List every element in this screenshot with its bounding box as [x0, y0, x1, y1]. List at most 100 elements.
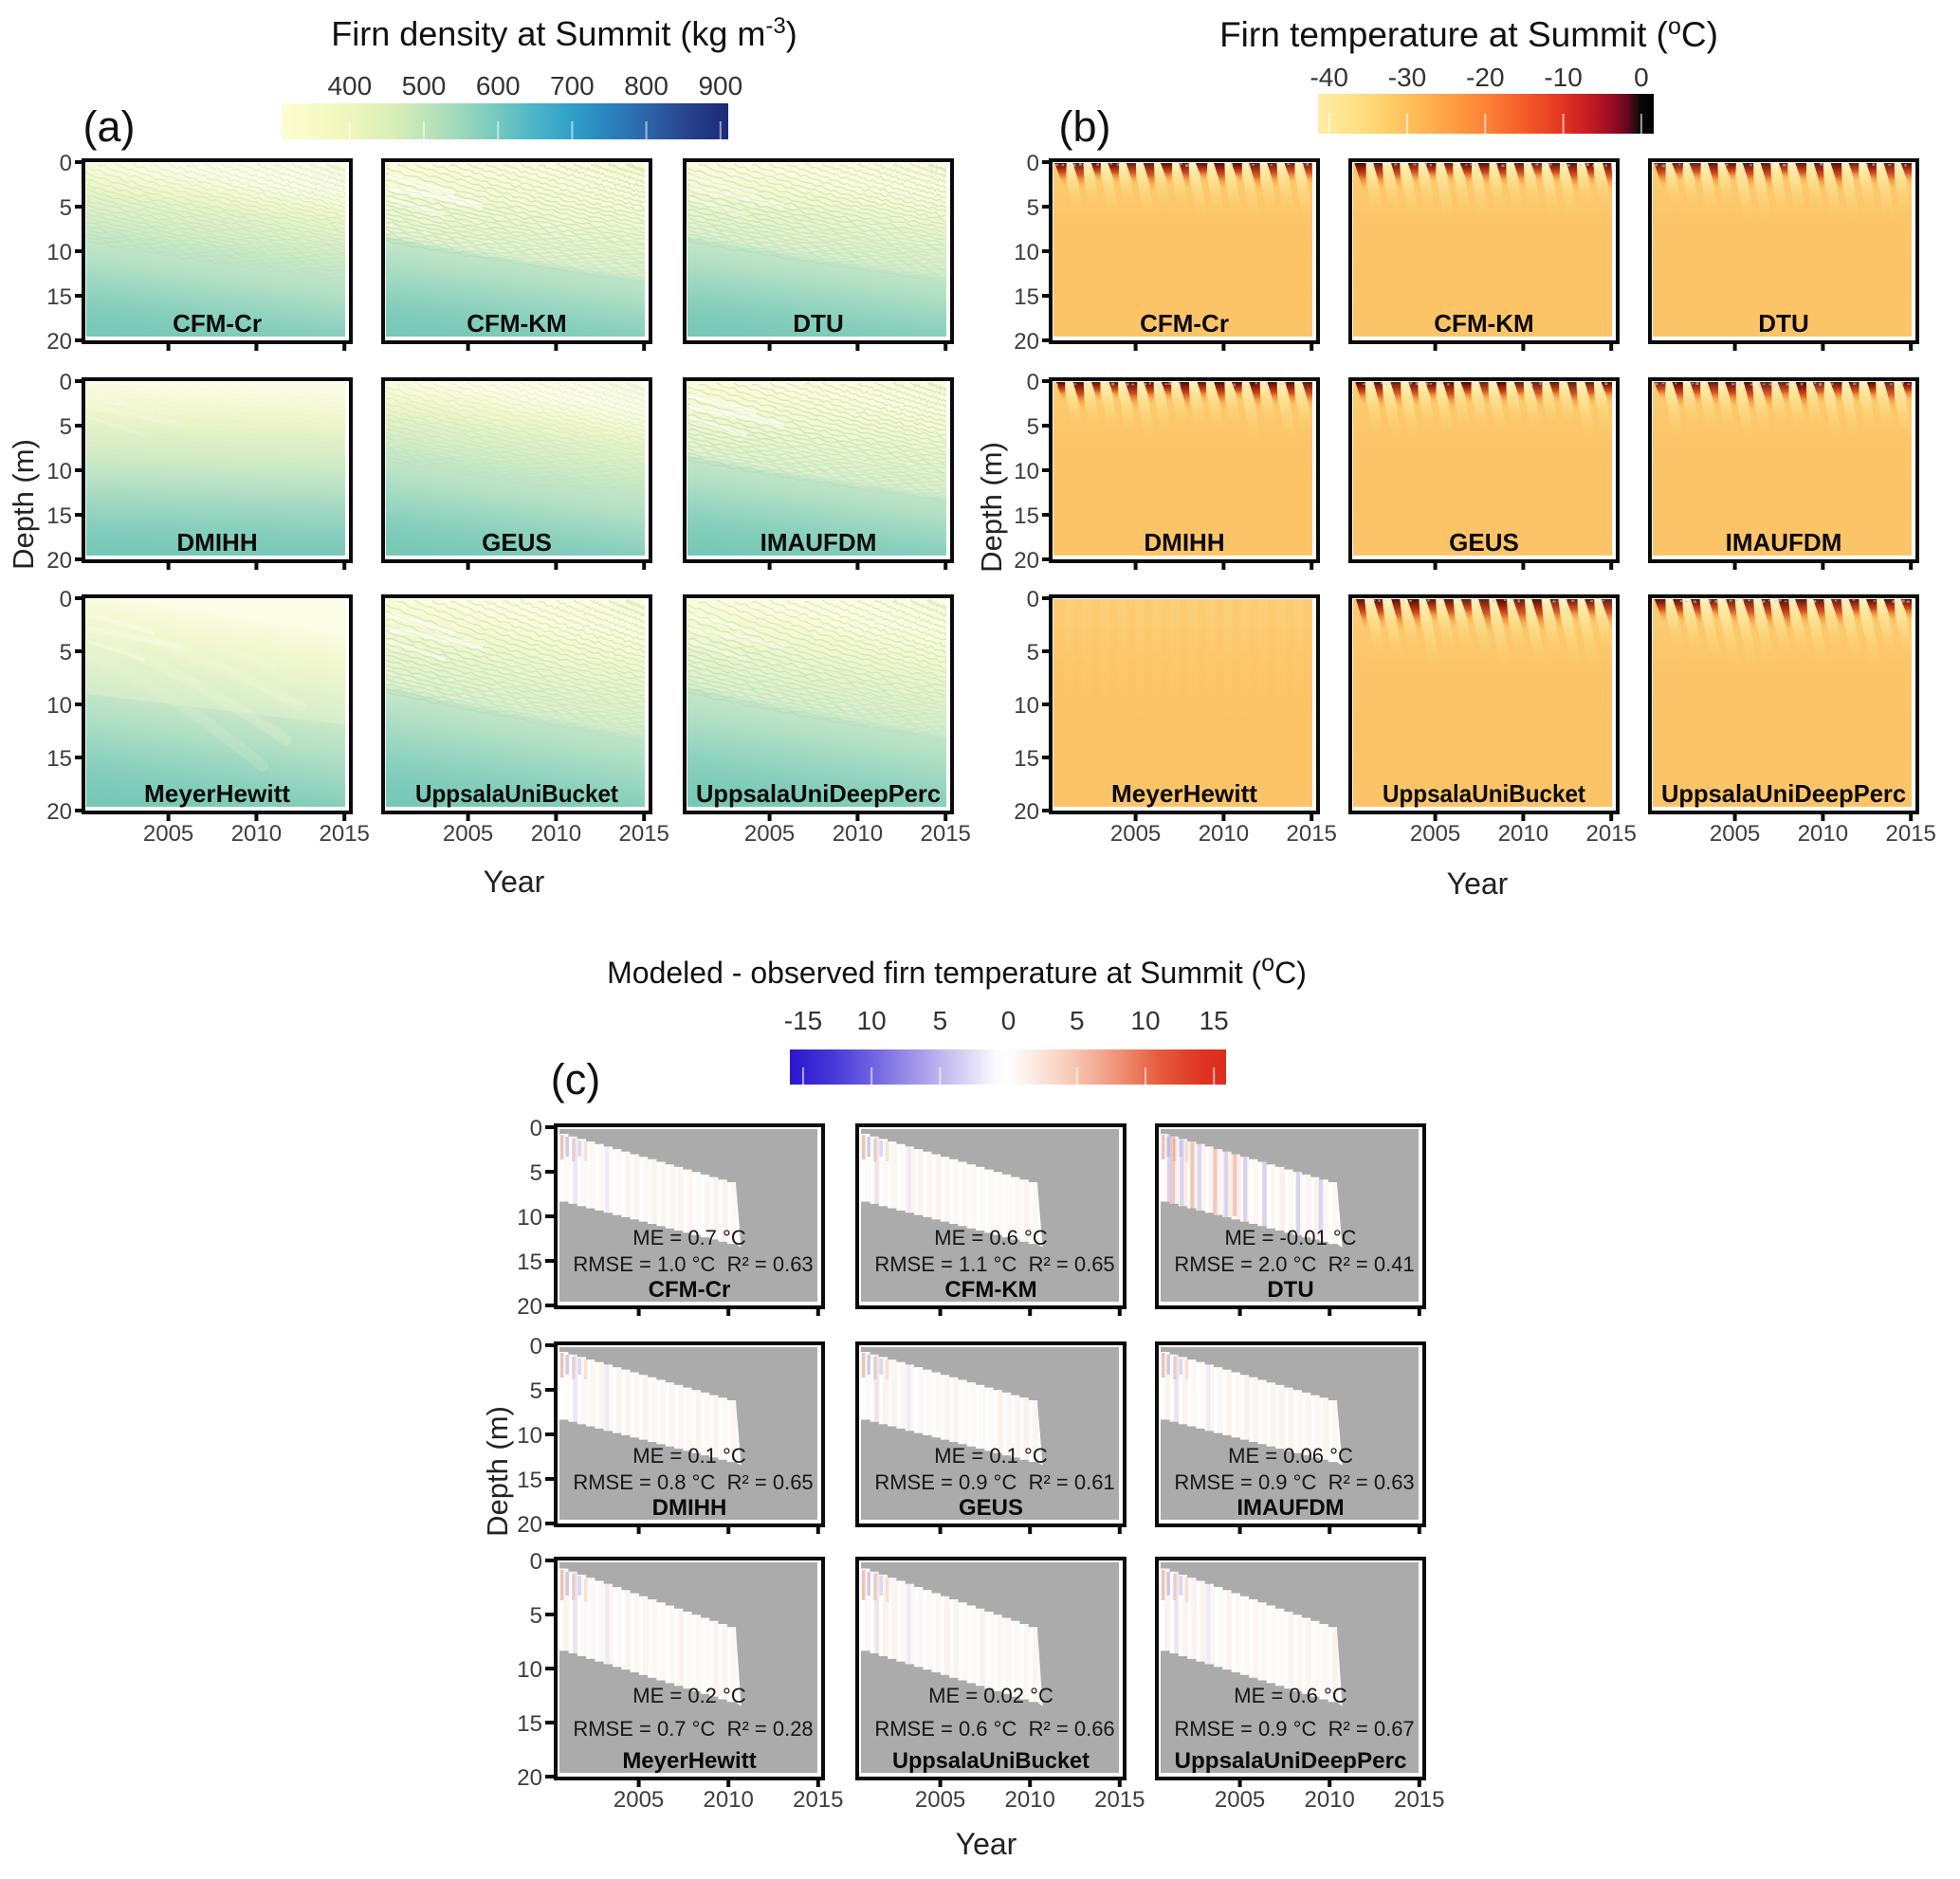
svg-text:0: 0 — [1027, 151, 1039, 176]
svg-text:RMSE = 2.0 °C R² = 0.41: RMSE = 2.0 °C R² = 0.41 — [1174, 1252, 1414, 1276]
svg-text:20: 20 — [1014, 799, 1039, 825]
svg-text:2005: 2005 — [1710, 821, 1760, 847]
svg-text:0: 0 — [1027, 587, 1039, 612]
svg-text:20: 20 — [517, 1512, 542, 1538]
svg-text:2005: 2005 — [1110, 821, 1161, 847]
svg-text:10: 10 — [46, 693, 72, 719]
svg-text:GEUS: GEUS — [1449, 528, 1519, 556]
svg-text:2010: 2010 — [1005, 1787, 1055, 1813]
svg-text:20: 20 — [517, 1294, 542, 1320]
svg-text:ME = 0.1 °C: ME = 0.1 °C — [934, 1444, 1048, 1468]
svg-text:MeyerHewitt: MeyerHewitt — [1111, 779, 1257, 808]
svg-text:CFM-Cr: CFM-Cr — [649, 1277, 731, 1303]
svg-text:20: 20 — [1014, 548, 1039, 574]
svg-text:400: 400 — [327, 71, 372, 100]
svg-text:5: 5 — [60, 414, 72, 440]
svg-text:IMAUFDM: IMAUFDM — [1236, 1495, 1344, 1521]
svg-text:Depth (m): Depth (m) — [975, 442, 1008, 573]
svg-text:2015: 2015 — [921, 821, 971, 847]
svg-text:15: 15 — [46, 746, 72, 772]
svg-text:DMIHH: DMIHH — [1144, 528, 1224, 556]
svg-text:UppsalaUniDeepPerc: UppsalaUniDeepPerc — [1661, 779, 1906, 808]
svg-text:UppsalaUniDeepPerc: UppsalaUniDeepPerc — [696, 779, 941, 808]
svg-text:5: 5 — [1027, 640, 1039, 666]
svg-text:(b): (b) — [1059, 102, 1111, 151]
svg-text:10: 10 — [1014, 459, 1039, 484]
svg-text:Firn temperature at Summit (oC: Firn temperature at Summit (oC) — [1219, 13, 1718, 54]
svg-text:-30: -30 — [1388, 63, 1426, 92]
svg-text:0: 0 — [60, 151, 72, 176]
svg-text:5: 5 — [530, 1160, 542, 1186]
svg-text:Year: Year — [484, 865, 545, 899]
svg-text:ME = 0.1 °C: ME = 0.1 °C — [632, 1444, 746, 1468]
svg-text:15: 15 — [517, 1468, 542, 1493]
svg-text:ME = 0.2 °C: ME = 0.2 °C — [632, 1684, 746, 1707]
svg-text:ME = 0.6 °C: ME = 0.6 °C — [934, 1226, 1048, 1250]
svg-text:2010: 2010 — [1305, 1787, 1355, 1813]
svg-text:10: 10 — [857, 1006, 887, 1035]
svg-text:5: 5 — [530, 1603, 542, 1629]
svg-text:RMSE = 0.9 °C R² = 0.61: RMSE = 0.9 °C R² = 0.61 — [874, 1470, 1114, 1494]
svg-text:20: 20 — [46, 799, 72, 825]
svg-text:0: 0 — [1027, 370, 1039, 395]
svg-text:500: 500 — [402, 71, 447, 100]
svg-text:20: 20 — [46, 329, 72, 355]
svg-text:CFM-KM: CFM-KM — [467, 309, 566, 337]
svg-text:2015: 2015 — [320, 821, 370, 847]
svg-text:2010: 2010 — [231, 821, 282, 847]
svg-text:5: 5 — [1027, 195, 1039, 221]
svg-text:-15: -15 — [784, 1006, 822, 1035]
svg-text:2005: 2005 — [614, 1787, 664, 1813]
svg-text:(a): (a) — [83, 102, 136, 151]
svg-text:CFM-Cr: CFM-Cr — [1140, 309, 1229, 337]
svg-text:UppsalaUniBucket: UppsalaUniBucket — [1383, 779, 1585, 808]
svg-text:10: 10 — [1130, 1006, 1160, 1035]
svg-text:0: 0 — [530, 1549, 542, 1575]
svg-text:-10: -10 — [1544, 63, 1582, 92]
svg-text:2010: 2010 — [833, 821, 883, 847]
svg-text:15: 15 — [517, 1711, 542, 1737]
svg-text:2015: 2015 — [793, 1787, 843, 1813]
svg-text:2015: 2015 — [1394, 1787, 1444, 1813]
svg-text:RMSE = 1.0 °C R² = 0.63: RMSE = 1.0 °C R² = 0.63 — [573, 1252, 813, 1276]
svg-text:CFM-KM: CFM-KM — [1434, 309, 1533, 337]
svg-text:15: 15 — [46, 503, 72, 529]
svg-text:5: 5 — [1027, 414, 1039, 440]
svg-text:2010: 2010 — [1798, 821, 1848, 847]
svg-text:Firn density at Summit (kg m-3: Firn density at Summit (kg m-3) — [331, 13, 797, 53]
svg-text:GEUS: GEUS — [959, 1495, 1023, 1521]
svg-text:5: 5 — [1070, 1006, 1085, 1035]
svg-text:15: 15 — [1014, 746, 1039, 772]
svg-text:10: 10 — [517, 1205, 542, 1231]
svg-text:2010: 2010 — [531, 821, 581, 847]
svg-text:Year: Year — [1447, 867, 1509, 901]
svg-text:2015: 2015 — [1886, 821, 1936, 847]
svg-text:15: 15 — [517, 1250, 542, 1275]
svg-text:900: 900 — [698, 71, 742, 100]
svg-text:RMSE = 0.7 °C R² = 0.28: RMSE = 0.7 °C R² = 0.28 — [573, 1717, 813, 1741]
svg-text:2005: 2005 — [1215, 1787, 1265, 1813]
svg-text:2005: 2005 — [915, 1787, 965, 1813]
svg-text:10: 10 — [517, 1657, 542, 1683]
svg-text:2005: 2005 — [443, 821, 493, 847]
svg-text:MeyerHewitt: MeyerHewitt — [622, 1748, 756, 1774]
svg-text:600: 600 — [476, 71, 521, 100]
svg-text:5: 5 — [60, 640, 72, 666]
svg-text:0: 0 — [60, 370, 72, 395]
svg-text:20: 20 — [517, 1765, 542, 1791]
svg-text:(c): (c) — [551, 1055, 600, 1104]
svg-text:Depth (m): Depth (m) — [7, 439, 40, 570]
svg-text:-40: -40 — [1310, 63, 1347, 92]
svg-text:DTU: DTU — [1758, 309, 1808, 337]
svg-text:-20: -20 — [1466, 63, 1504, 92]
svg-text:0: 0 — [530, 1334, 542, 1359]
svg-text:15: 15 — [46, 284, 72, 310]
svg-text:10: 10 — [46, 240, 72, 265]
svg-text:0: 0 — [60, 587, 72, 612]
svg-text:5: 5 — [530, 1378, 542, 1404]
svg-text:20: 20 — [1014, 329, 1039, 355]
svg-text:Year: Year — [956, 1827, 1017, 1861]
svg-text:ME = 0.7 °C: ME = 0.7 °C — [632, 1226, 746, 1250]
svg-text:RMSE = 0.9 °C R² = 0.63: RMSE = 0.9 °C R² = 0.63 — [1174, 1470, 1414, 1494]
svg-text:IMAUFDM: IMAUFDM — [760, 528, 877, 556]
